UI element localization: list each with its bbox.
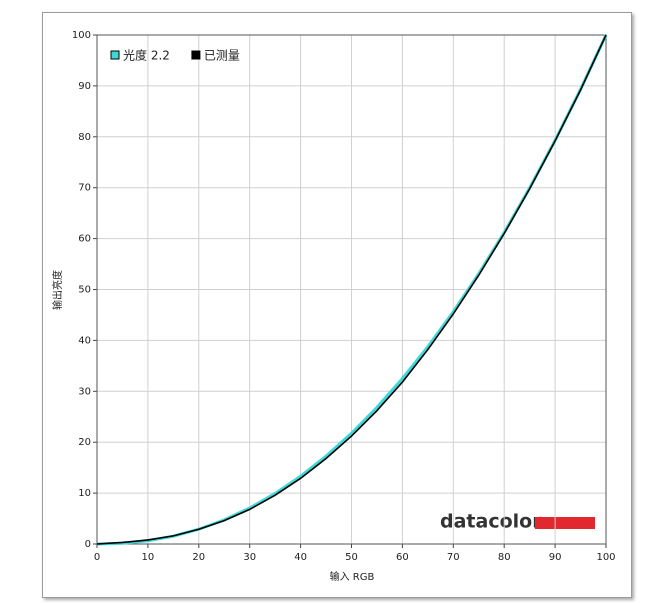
legend: 光度 2.2 已测量 [110, 48, 240, 63]
y-tick-label: 10 [78, 488, 91, 499]
x-tick-label: 60 [396, 552, 409, 563]
y-tick-label: 20 [78, 437, 91, 448]
y-tick-label: 90 [78, 81, 91, 92]
plot-border [96, 34, 607, 545]
y-tick-label: 40 [78, 335, 91, 346]
x-tick-label: 90 [549, 552, 562, 563]
x-tick-label: 100 [596, 552, 615, 563]
logo: datacolor [440, 511, 542, 533]
x-tick-label: 10 [142, 552, 155, 563]
x-tick-label: 40 [294, 552, 307, 563]
y-tick-label: 50 [78, 285, 91, 296]
legend-label: 已测量 [204, 49, 240, 63]
y-tick-label: 80 [78, 132, 91, 143]
x-tick-label: 0 [94, 552, 100, 563]
x-tick-label: 20 [192, 552, 205, 563]
series-line [96, 34, 607, 545]
x-tick-label: 30 [243, 552, 256, 563]
y-tick-label: 60 [78, 234, 91, 245]
chart-frame [42, 12, 632, 598]
y-tick-label: 70 [78, 183, 91, 194]
y-tick-label: 30 [78, 386, 91, 397]
legend-swatch [110, 50, 120, 60]
x-tick-label: 70 [447, 552, 460, 563]
x-tick-label: 50 [345, 552, 358, 563]
legend-swatch [191, 50, 201, 60]
x-tick-label: 80 [498, 552, 511, 563]
y-tick-label: 100 [72, 30, 91, 41]
y-axis-label: 输出亮度 [51, 270, 64, 310]
logo-bar [535, 517, 595, 529]
x-axis-label: 输入 RGB [330, 570, 375, 583]
legend-label: 光度 2.2 [123, 48, 170, 63]
y-tick-label: 0 [85, 539, 91, 550]
